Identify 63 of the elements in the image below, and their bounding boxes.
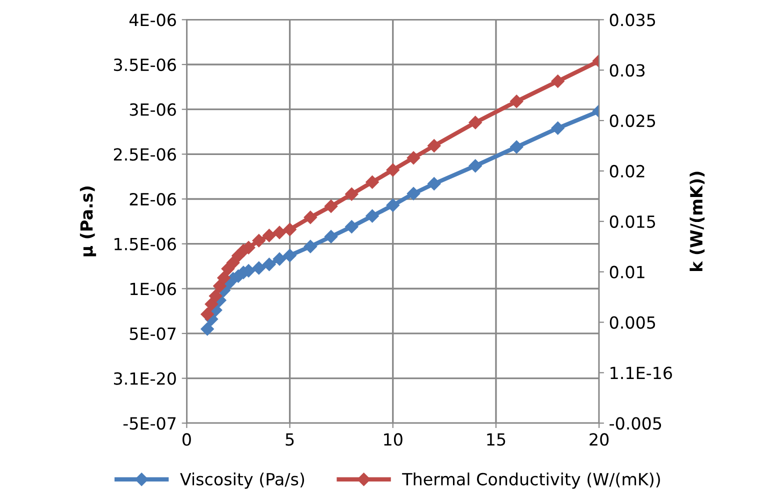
point [324,200,338,213]
y-tick-label: 1.5E-06 [114,238,176,250]
point [366,175,379,189]
point [406,187,420,200]
y2-tick-label: 0.015 [610,215,656,228]
point [208,289,222,303]
y2-tick-label: 0.01 [610,266,644,278]
x-tick-label: 10 [384,433,402,446]
y2-tick-label: 0.025 [610,114,656,128]
point [200,308,214,321]
y2-tick-label: 0.03 [610,64,645,77]
point [217,271,230,284]
point [283,248,296,262]
point [510,94,524,108]
point [345,220,358,234]
point [366,209,379,223]
point [272,252,286,266]
point [428,139,441,152]
point [226,256,240,270]
y-axis-title: μ (Pa.s) [80,186,96,256]
point [551,122,564,135]
point [386,198,400,212]
y-tick-label: 2E-06 [130,192,176,206]
point [468,116,482,130]
legend-label: Viscosity (Pa/s) [180,472,304,489]
point [345,188,358,201]
point [304,240,318,254]
point [262,228,276,242]
point [304,210,318,224]
point [551,74,564,88]
y-tick-label: 1E-06 [130,282,176,296]
y2-tick-label: 0.02 [610,164,644,178]
y-tick-label: 2.5E-06 [114,148,176,161]
x-tick-label: 15 [487,433,506,446]
y-tick-label: 5E-07 [130,327,176,340]
point [252,261,266,275]
y2-tick-label: -0.005 [610,417,662,430]
y-tick-label: 3E-06 [130,103,176,116]
point [262,258,276,272]
point [283,222,296,236]
point [213,279,226,293]
point [324,230,338,244]
x-tick-label: 0 [182,433,191,446]
point [386,163,400,177]
point [204,298,218,311]
point [200,322,214,336]
point [406,151,420,164]
point [468,159,482,172]
y2-axis-title: k (W/(mK)) [690,172,705,272]
point [510,140,524,154]
y-tick-label: -5E-07 [123,417,176,430]
legend-label: Thermal Conductivity (W/(mK)) [402,472,660,489]
x-tick-label: 5 [286,433,294,446]
x-tick-label: 20 [590,433,609,446]
point [252,234,266,248]
y-tick-label: 4E-06 [129,14,176,26]
point [272,226,286,240]
y2-tick-label: 0.035 [610,14,656,26]
y-tick-label: 3.5E-06 [114,58,176,72]
y2-tick-label: 0.005 [610,316,656,329]
point [428,177,441,190]
y-tick-label: 3.1E-20 [114,372,176,385]
y2-tick-label: 1.1E-16 [610,366,672,380]
